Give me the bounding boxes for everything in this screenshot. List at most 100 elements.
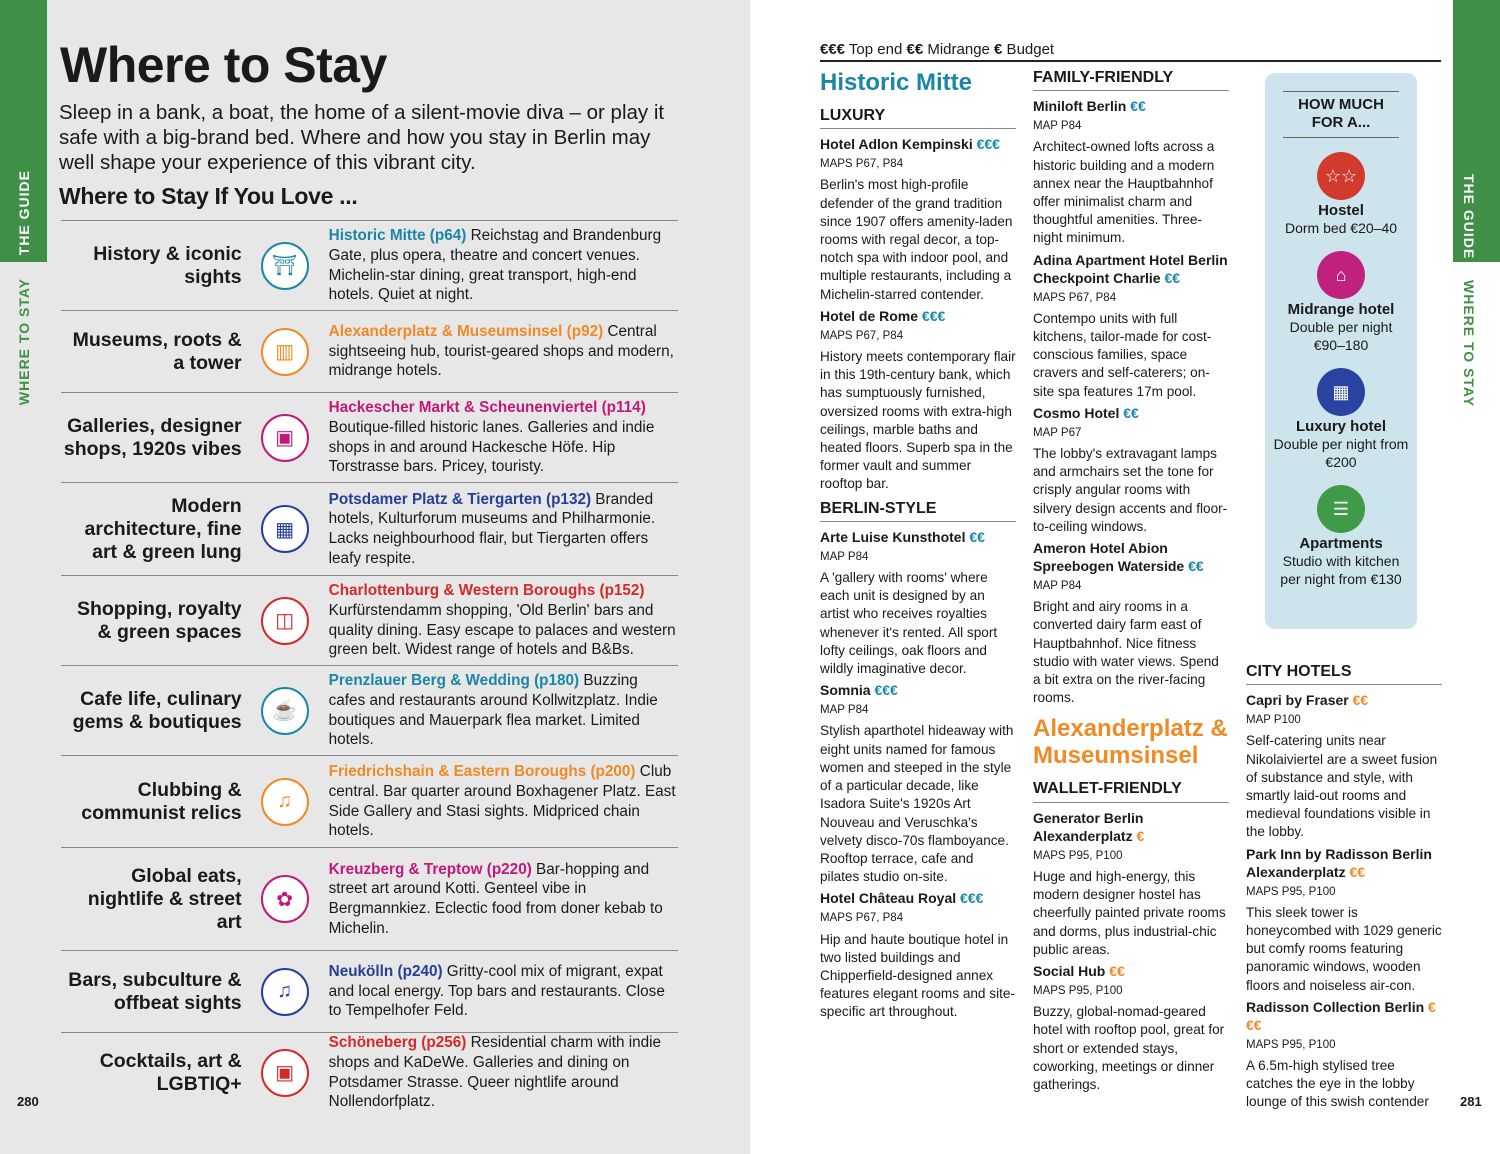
tab-label-the-guide: THE GUIDE (1461, 174, 1477, 260)
legend-label: Budget (1002, 41, 1055, 58)
section-tab (0, 0, 47, 262)
map-reference: MAPS P95, P100 (1246, 885, 1336, 898)
hotel-entry: Hotel Adlon Kempinski €€€ MAPS P67, P84 … (820, 135, 1016, 304)
hotel-entry: Arte Luise Kunsthotel €€ MAP P84 A 'gall… (820, 528, 1016, 678)
hotel-name: Social Hub €€ (1033, 962, 1229, 980)
row-label: Cocktails, art & LGBTIQ+ (99, 1049, 242, 1095)
price-level: €€€ (874, 682, 898, 699)
hotel-name-text: Capri by Fraser (1246, 692, 1353, 709)
map-reference: MAPS P67, P84 (820, 912, 904, 925)
area-link[interactable]: Prenzlauer Berg & Wedding (p180) (328, 672, 580, 690)
hotel-name: Somnia €€€ (820, 681, 1016, 699)
bed-icon: ⌂ (1317, 251, 1365, 299)
hotel-name-text: Miniloft Berlin (1033, 98, 1131, 115)
love-row: Shopping, royalty & green spaces ◫ Charl… (61, 575, 678, 665)
map-reference: MAP P84 (820, 550, 869, 563)
row-description: Friedrichshain & Eastern Boroughs (p200)… (329, 762, 678, 840)
map-reference: MAP P100 (1246, 714, 1301, 727)
intro-text: Sleep in a bank, a boat, the home of a s… (59, 101, 665, 174)
hotel-entry: Generator Berlin Alexanderplatz € MAPS P… (1033, 809, 1229, 959)
column-2: FAMILY-FRIENDLY Miniloft Berlin €€ MAP P8… (1033, 66, 1229, 1097)
category-heading: FAMILY-FRIENDLY (1033, 66, 1229, 92)
area-link[interactable]: Charlottenburg & Western Boroughs (p152) (328, 582, 645, 600)
hotel-name: Hotel de Rome €€€ (820, 307, 1016, 325)
row-text: Gritty-cool mix of migrant, expat and lo… (328, 963, 665, 1020)
page-number: 281 (1460, 1094, 1482, 1109)
hotel-entry: Somnia €€€ MAP P84 Stylish aparthotel hi… (820, 681, 1016, 886)
tab-label-where-to-stay: WHERE TO STAY (1461, 280, 1477, 408)
area-link[interactable]: Kreuzberg & Treptow (p220) (328, 860, 532, 878)
hotel-description: Stylish aparthotel hideaway with eight u… (820, 723, 1014, 885)
love-row: Cocktails, art & LGBTIQ+ ▣ Schöneberg (p… (61, 1032, 678, 1112)
left-page: THE GUIDE WHERE TO STAY Where to Stay Sl… (0, 0, 750, 1154)
price-level: €€ (1130, 98, 1146, 115)
hotel-entry: Radisson Collection Berlin €€€ MAPS P95,… (1246, 998, 1442, 1112)
category-heading: LUXURY (820, 104, 1016, 130)
price-guide-item: ⌂ Midrange hotel Double per night €90–18… (1283, 251, 1399, 354)
tab-label-the-guide: THE GUIDE (16, 170, 32, 256)
section-heading: Where to Stay If You Love ... (59, 183, 358, 209)
hotel-name: Adina Apartment Hotel Berlin Checkpoint … (1033, 251, 1229, 287)
area-link[interactable]: Alexanderplatz & Museumsinsel (p92) (328, 323, 604, 341)
love-row: Clubbing & communist relics ♫ Friedrichs… (61, 755, 678, 847)
area-link[interactable]: Potsdamer Platz & Tiergarten (p132) (328, 490, 592, 508)
accommodation-type: Luxury hotel (1295, 418, 1386, 435)
hotel-description: Architect-owned lofts across a historic … (1033, 139, 1215, 246)
map-reference: MAP P67 (1033, 426, 1082, 439)
tab-label-where-to-stay: WHERE TO STAY (16, 278, 32, 406)
hotel-name: Miniloft Berlin €€ (1033, 97, 1229, 115)
hotel-description: Hip and haute boutique hotel in two list… (820, 931, 1015, 1020)
category-heading: CITY HOTELS (1246, 660, 1442, 686)
row-description: Potsdamer Platz & Tiergarten (p132) Bran… (329, 490, 678, 568)
map-reference: MAPS P95, P100 (1033, 849, 1123, 862)
music-icon: ♫ (260, 967, 309, 1016)
area-link[interactable]: Friedrichshain & Eastern Boroughs (p200) (328, 763, 636, 781)
hotel-description: Contempo units with full kitchens, tailo… (1033, 310, 1212, 399)
hotel-description: A 'gallery with rooms' where each unit i… (820, 570, 998, 677)
hotel-name-text: Hotel Château Royal (820, 890, 961, 907)
row-text: Kurfürstendamm shopping, 'Old Berlin' ba… (328, 601, 676, 659)
hotel-name: Arte Luise Kunsthotel €€ (820, 528, 1016, 546)
street-food-icon: ✿ (260, 875, 309, 923)
row-label: Museums, roots & a tower (72, 328, 242, 374)
area-link[interactable]: Neukölln (p240) (328, 963, 443, 981)
hotel-name-text: Park Inn by Radisson Berlin Alexanderpla… (1246, 845, 1432, 880)
bunk-bed-icon: ☰ (1317, 485, 1365, 533)
food-icon: ☕ (260, 686, 309, 735)
map-reference: MAPS P67, P84 (820, 329, 904, 342)
area-link[interactable]: Hackescher Markt & Scheunenviertel (p114… (328, 399, 646, 417)
legend-label: Midrange (923, 41, 995, 58)
hotel-name-text: Ameron Hotel Abion Spreebogen Waterside (1033, 540, 1189, 575)
hotel-description: Buzzy, global-nomad-geared hotel with ro… (1033, 1004, 1225, 1092)
box-title: HOW MUCH FOR A... (1283, 91, 1399, 138)
love-row: Cafe life, culinary gems & boutiques ☕ P… (61, 665, 678, 755)
map-reference: MAPS P95, P100 (1033, 984, 1123, 997)
map-reference: MAP P84 (820, 704, 869, 717)
price-guide-item: ☆☆ Hostel Dorm bed €20–40 (1283, 152, 1399, 237)
hotel-name: Radisson Collection Berlin €€€ (1246, 998, 1442, 1034)
hotel-name-text: Hotel Adlon Kempinski (820, 136, 977, 153)
hotel-description: This sleek tower is honeycombed with 102… (1246, 904, 1442, 993)
area-link[interactable]: Historic Mitte (p64) (328, 227, 467, 245)
hotel-name-text: Somnia (820, 682, 875, 699)
row-label: Cafe life, culinary gems & boutiques (72, 687, 242, 733)
hotel-name-text: Adina Apartment Hotel Berlin Checkpoint … (1033, 251, 1228, 286)
price-legend: €€€ Top end €€ Midrange € Budget (820, 41, 1441, 62)
stars-icon: ☆☆ (1317, 152, 1365, 200)
row-label: Modern architecture, fine art & green lu… (84, 494, 242, 563)
building-icon: ▦ (260, 505, 309, 553)
hotel-description: Huge and high-energy, this modern design… (1033, 868, 1226, 957)
price-level: €€€ (1246, 998, 1436, 1033)
row-label: Shopping, royalty & green spaces (76, 597, 242, 643)
love-row: Museums, roots & a tower ▥ Alexanderplat… (61, 310, 678, 392)
love-row: History & iconic sights ⛩ Historic Mitte… (61, 220, 678, 310)
map-reference: MAPS P67, P84 (1033, 291, 1117, 304)
gallery-icon: ▣ (260, 413, 309, 462)
accommodation-price: Double per night from €200 (1273, 436, 1409, 470)
price-level: €€€ (921, 307, 946, 324)
love-row: Global eats, nightlife & street art ✿ Kr… (61, 847, 678, 950)
section-tab (1453, 0, 1500, 262)
hotel-description: History meets contemporary flair in this… (820, 349, 1016, 492)
hotel-entry: Ameron Hotel Abion Spreebogen Waterside … (1033, 539, 1229, 707)
area-link[interactable]: Schöneberg (p256) (328, 1034, 467, 1052)
